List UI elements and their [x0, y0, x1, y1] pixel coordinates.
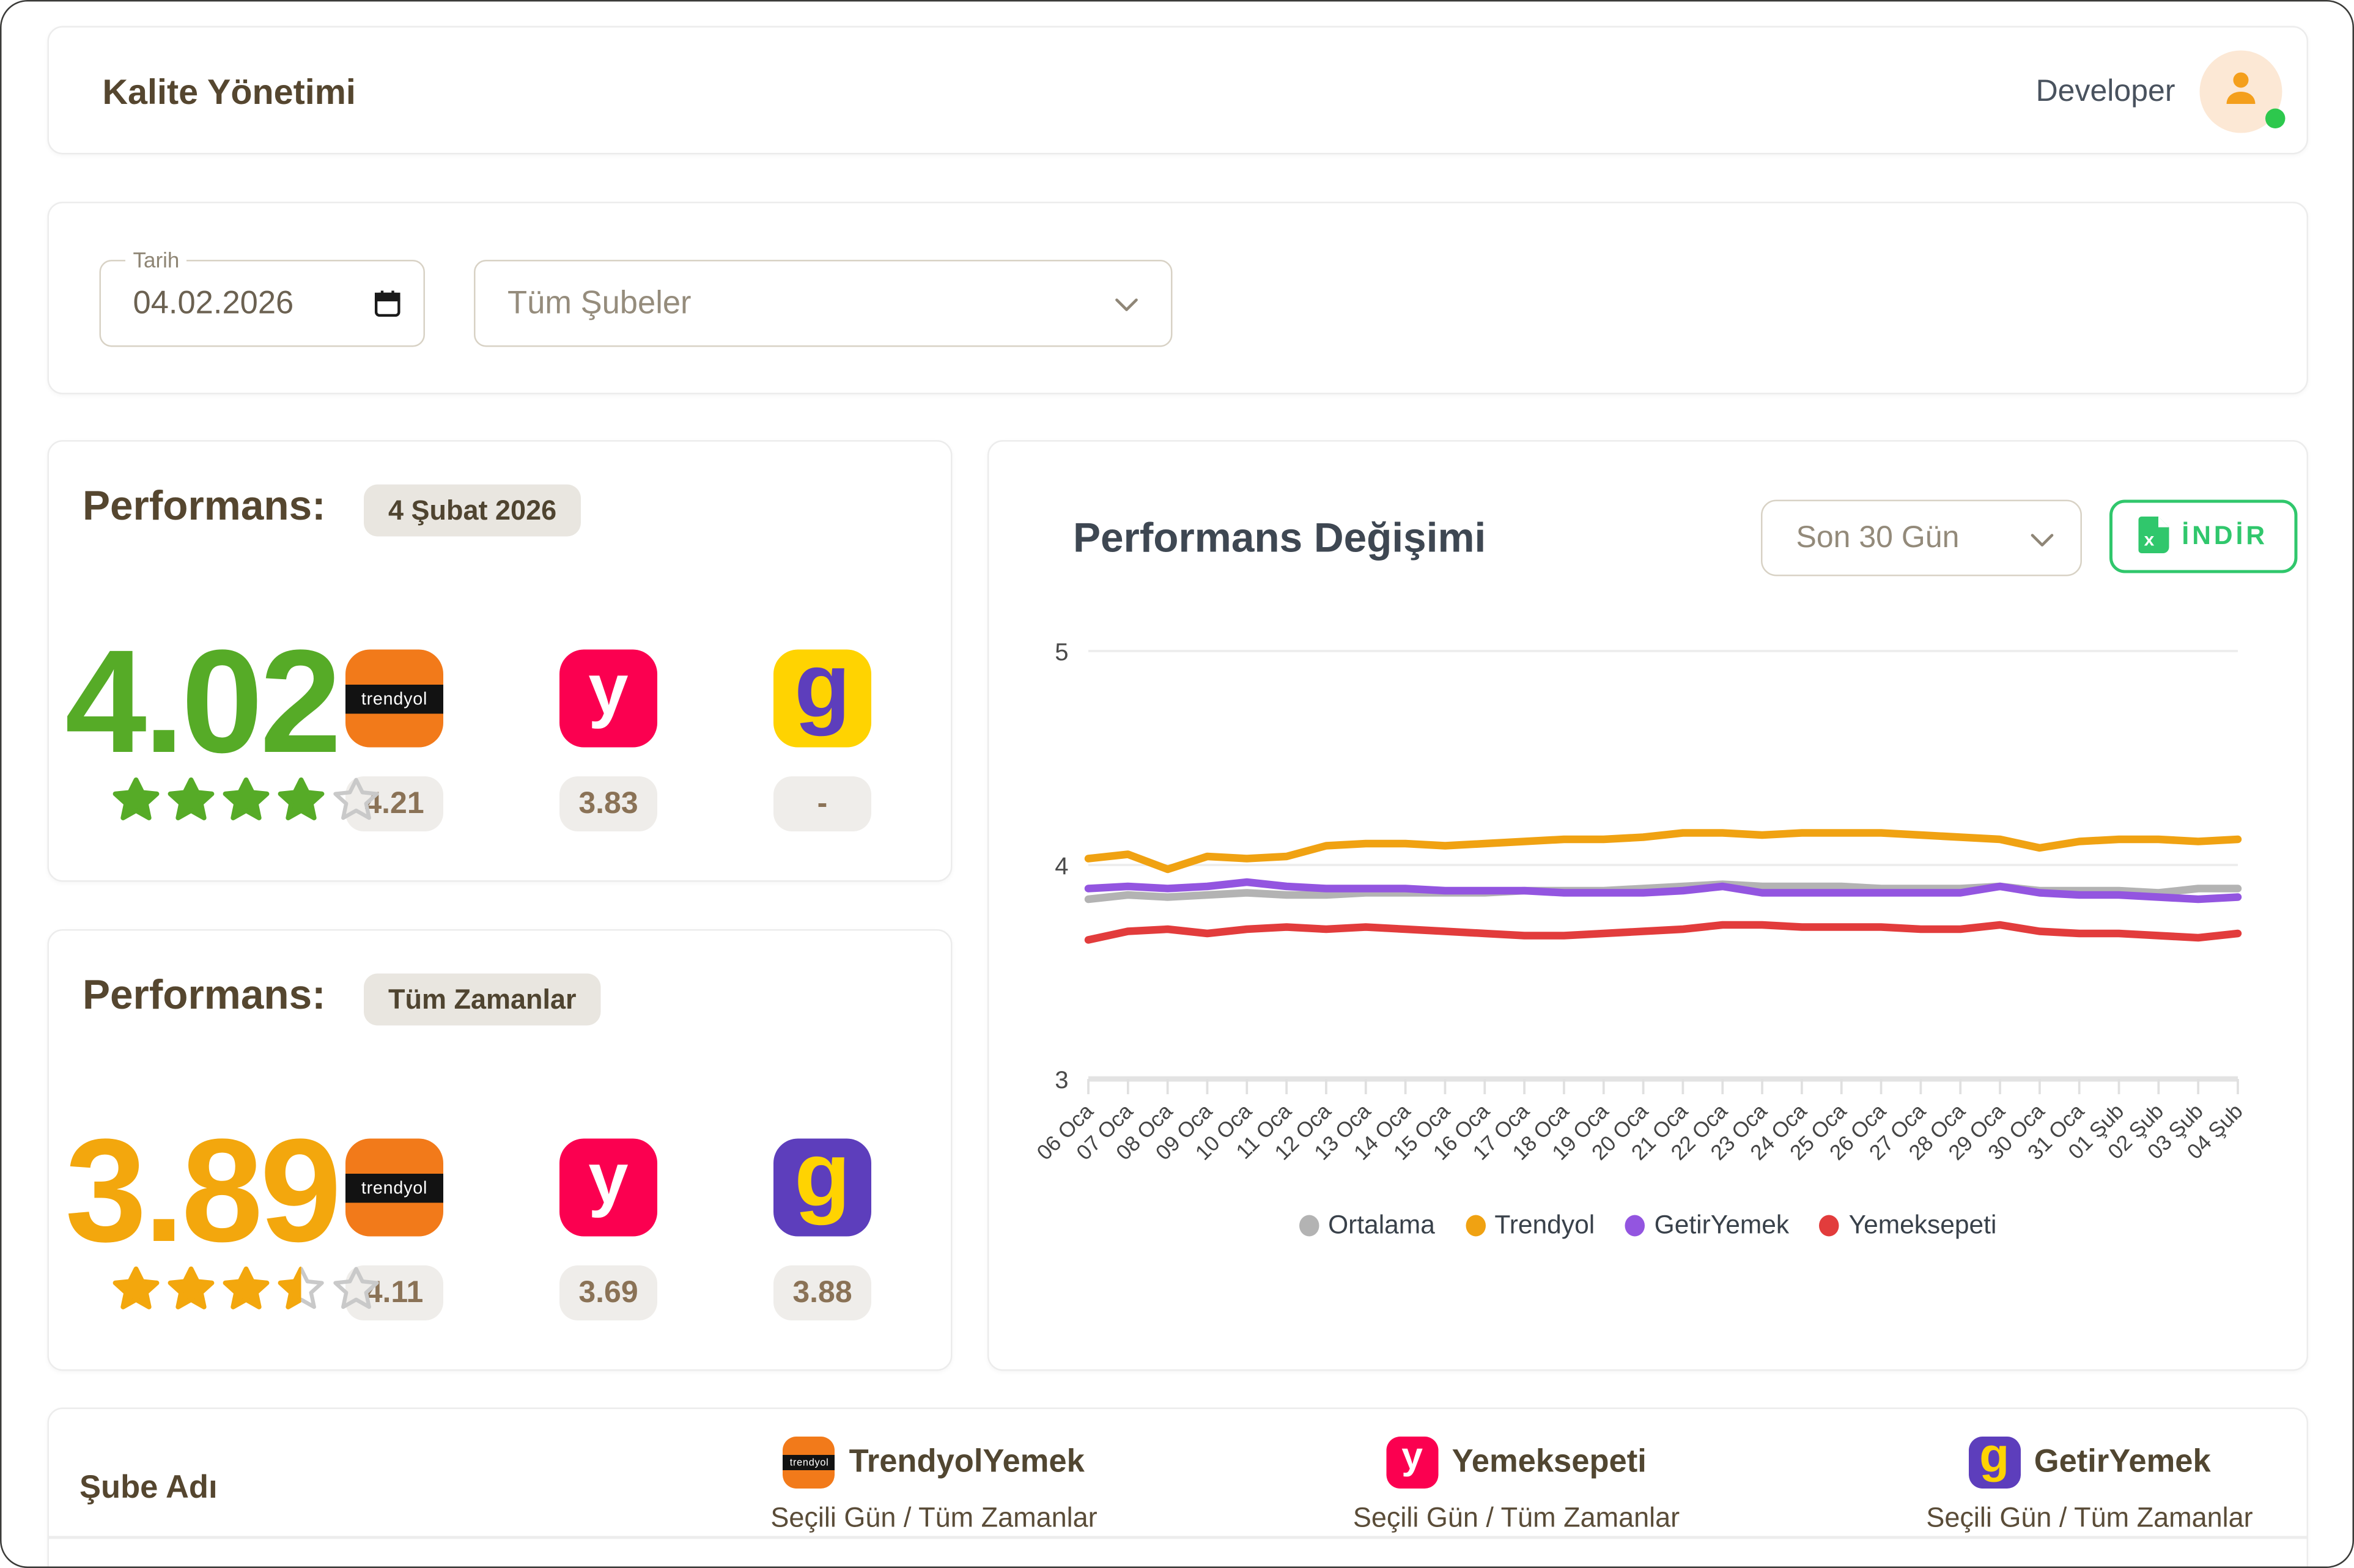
- date-input[interactable]: Tarih 04.02.2026: [99, 248, 425, 347]
- legend-item-yemeksepeti[interactable]: Yemeksepeti: [1820, 1210, 1996, 1241]
- column-subtitle: Seçili Gün / Tüm Zamanlar: [770, 1502, 1098, 1533]
- performance-range-badge: Tüm Zamanlar: [364, 973, 601, 1026]
- svg-text:5: 5: [1055, 639, 1068, 666]
- column-title: TrendyolYemek: [849, 1444, 1085, 1480]
- download-button[interactable]: x İNDİR: [2109, 499, 2298, 573]
- header-bar: Kalite Yönetimi Developer: [47, 26, 2308, 155]
- table-header-getiryemek: g GetirYemek Seçili Gün / Tüm Zamanlar: [1876, 1409, 2304, 1534]
- user-area: Developer: [2035, 50, 2286, 133]
- filter-bar: Tarih 04.02.2026 Tüm Şubeler: [47, 202, 2308, 394]
- chart-legend: Ortalama Trendyol GetirYemek Yemeksepeti: [989, 1210, 2307, 1241]
- performance-card-title: Performans:: [83, 972, 326, 1018]
- trendyol-logo: trendyol: [345, 649, 443, 748]
- yemeksepeti-score-badge: 3.83: [559, 776, 657, 831]
- score-value: 3.89: [65, 1110, 341, 1273]
- getiryemek-logo: g: [773, 649, 871, 748]
- svg-text:4: 4: [1055, 853, 1068, 880]
- legend-label: GetirYemek: [1654, 1210, 1790, 1240]
- avatar[interactable]: [2199, 50, 2286, 133]
- table-header-trendyol: trendyol TrendyolYemek Seçili Gün / Tüm …: [720, 1409, 1148, 1534]
- legend-dot: [1299, 1215, 1319, 1237]
- yemeksepeti-glyph: y: [1401, 1437, 1423, 1478]
- column-subtitle: Seçili Gün / Tüm Zamanlar: [1352, 1502, 1680, 1533]
- chart-title: Performans Değişimi: [1073, 515, 1486, 561]
- legend-item-trendyol[interactable]: Trendyol: [1465, 1210, 1595, 1241]
- legend-dot: [1820, 1215, 1840, 1237]
- getiryemek-logo: g: [1968, 1437, 2021, 1489]
- legend-dot: [1465, 1215, 1486, 1237]
- column-subtitle: Seçili Gün / Tüm Zamanlar: [1926, 1502, 2253, 1533]
- chart-range-select[interactable]: Son 30 Gün: [1761, 499, 2082, 576]
- table-divider: [49, 1536, 2307, 1539]
- date-input-value: 04.02.2026: [133, 285, 294, 322]
- page-title: Kalite Yönetimi: [102, 72, 356, 112]
- performance-date-badge: 4 Şubat 2026: [364, 484, 581, 537]
- column-title: Yemeksepeti: [1452, 1444, 1647, 1480]
- online-status-dot: [2265, 108, 2286, 128]
- chevron-down-icon: [1110, 287, 1143, 329]
- svg-text:x: x: [2145, 529, 2155, 549]
- getir-glyph: g: [794, 649, 850, 736]
- yemeksepeti-glyph: y: [588, 649, 629, 729]
- branch-table: Şube Adı trendyol TrendyolYemek Seçili G…: [47, 1407, 2308, 1567]
- table-header-yemeksepeti: y Yemeksepeti Seçili Gün / Tüm Zamanlar: [1302, 1409, 1730, 1534]
- star-rating: [110, 1264, 382, 1316]
- trendyol-logo-text: trendyol: [345, 1174, 443, 1203]
- download-button-label: İNDİR: [2182, 521, 2268, 551]
- excel-file-icon: x: [2139, 515, 2170, 558]
- performance-card-daily: Performans: 4 Şubat 2026 4.02 trendyol y…: [47, 440, 953, 882]
- star-rating: [110, 775, 382, 827]
- performance-chart-card: Performans Değişimi Son 30 Gün x İNDİR 5…: [987, 440, 2308, 1371]
- performance-card-alltime: Performans: Tüm Zamanlar 3.89 trendyol y…: [47, 929, 953, 1371]
- branch-select[interactable]: Tüm Şubeler: [474, 260, 1173, 347]
- trendyol-logo-text: trendyol: [345, 685, 443, 714]
- legend-dot: [1625, 1215, 1645, 1237]
- date-input-label: Tarih: [125, 248, 187, 272]
- column-title: GetirYemek: [2034, 1444, 2211, 1480]
- person-icon: [2218, 65, 2264, 119]
- yemeksepeti-glyph: y: [588, 1138, 629, 1218]
- legend-label: Yemeksepeti: [1848, 1210, 1997, 1240]
- calendar-icon[interactable]: [372, 287, 404, 327]
- legend-label: Ortalama: [1328, 1210, 1435, 1240]
- svg-text:3: 3: [1055, 1067, 1068, 1094]
- trendyol-score-badge: 4.21: [345, 776, 443, 831]
- trendyol-logo: trendyol: [345, 1138, 443, 1237]
- table-header-branch-name: Şube Adı: [79, 1470, 218, 1506]
- getiryemek-score-badge: -: [773, 776, 871, 831]
- legend-item-getiryemek[interactable]: GetirYemek: [1625, 1210, 1789, 1241]
- yemeksepeti-logo: y: [559, 649, 657, 748]
- getir-glyph: g: [1979, 1437, 2010, 1482]
- legend-item-ortalama[interactable]: Ortalama: [1299, 1210, 1435, 1241]
- user-role-label: Developer: [2035, 74, 2175, 108]
- getir-glyph: g: [794, 1138, 850, 1225]
- getiryemek-score-badge: 3.88: [773, 1265, 871, 1320]
- legend-label: Trendyol: [1494, 1210, 1595, 1240]
- yemeksepeti-logo: y: [559, 1138, 657, 1237]
- trendyol-logo: trendyol: [783, 1437, 836, 1489]
- trendyol-logo-text: trendyol: [783, 1455, 836, 1470]
- yemeksepeti-score-badge: 3.69: [559, 1265, 657, 1320]
- score-value: 4.02: [65, 620, 341, 784]
- branch-select-value: Tüm Şubeler: [507, 285, 692, 322]
- chevron-down-icon: [2026, 523, 2059, 564]
- yemeksepeti-logo: y: [1386, 1437, 1439, 1489]
- performance-card-title: Performans:: [83, 483, 326, 529]
- chart-range-value: Son 30 Gün: [1796, 521, 1960, 555]
- getiryemek-logo: g: [773, 1138, 871, 1237]
